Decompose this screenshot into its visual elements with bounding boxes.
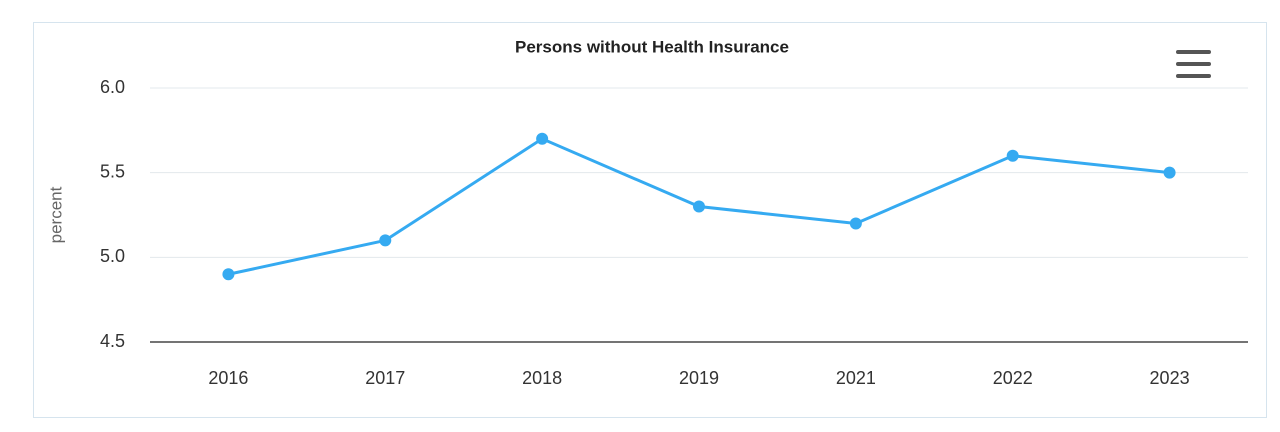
- data-point: [1163, 166, 1176, 179]
- x-tick-label: 2022: [993, 368, 1033, 388]
- data-point: [222, 268, 235, 281]
- menu-bar: [1176, 62, 1211, 66]
- x-tick-label: 2016: [208, 368, 248, 388]
- x-tick-label: 2019: [679, 368, 719, 388]
- chart-frame: [33, 22, 1267, 418]
- x-tick-label: 2021: [836, 368, 876, 388]
- x-tick-label: 2017: [365, 368, 405, 388]
- y-tick-label: 6.0: [100, 77, 125, 97]
- data-point: [693, 200, 705, 213]
- y-tick-label: 5.0: [100, 246, 125, 266]
- data-point: [849, 217, 862, 230]
- x-tick-label: 2023: [1150, 368, 1190, 388]
- y-tick-label: 5.5: [100, 161, 125, 181]
- x-tick-label: 2018: [522, 368, 562, 388]
- y-axis-label: percent: [46, 186, 65, 243]
- data-point: [536, 132, 549, 145]
- chart-title: Persons without Health Insurance: [515, 37, 789, 56]
- menu-bar: [1176, 50, 1211, 54]
- y-tick-label: 4.5: [100, 331, 125, 351]
- menu-button[interactable]: [1172, 44, 1214, 84]
- menu-bar: [1176, 74, 1211, 78]
- data-point: [379, 234, 392, 247]
- data-point: [1006, 149, 1019, 162]
